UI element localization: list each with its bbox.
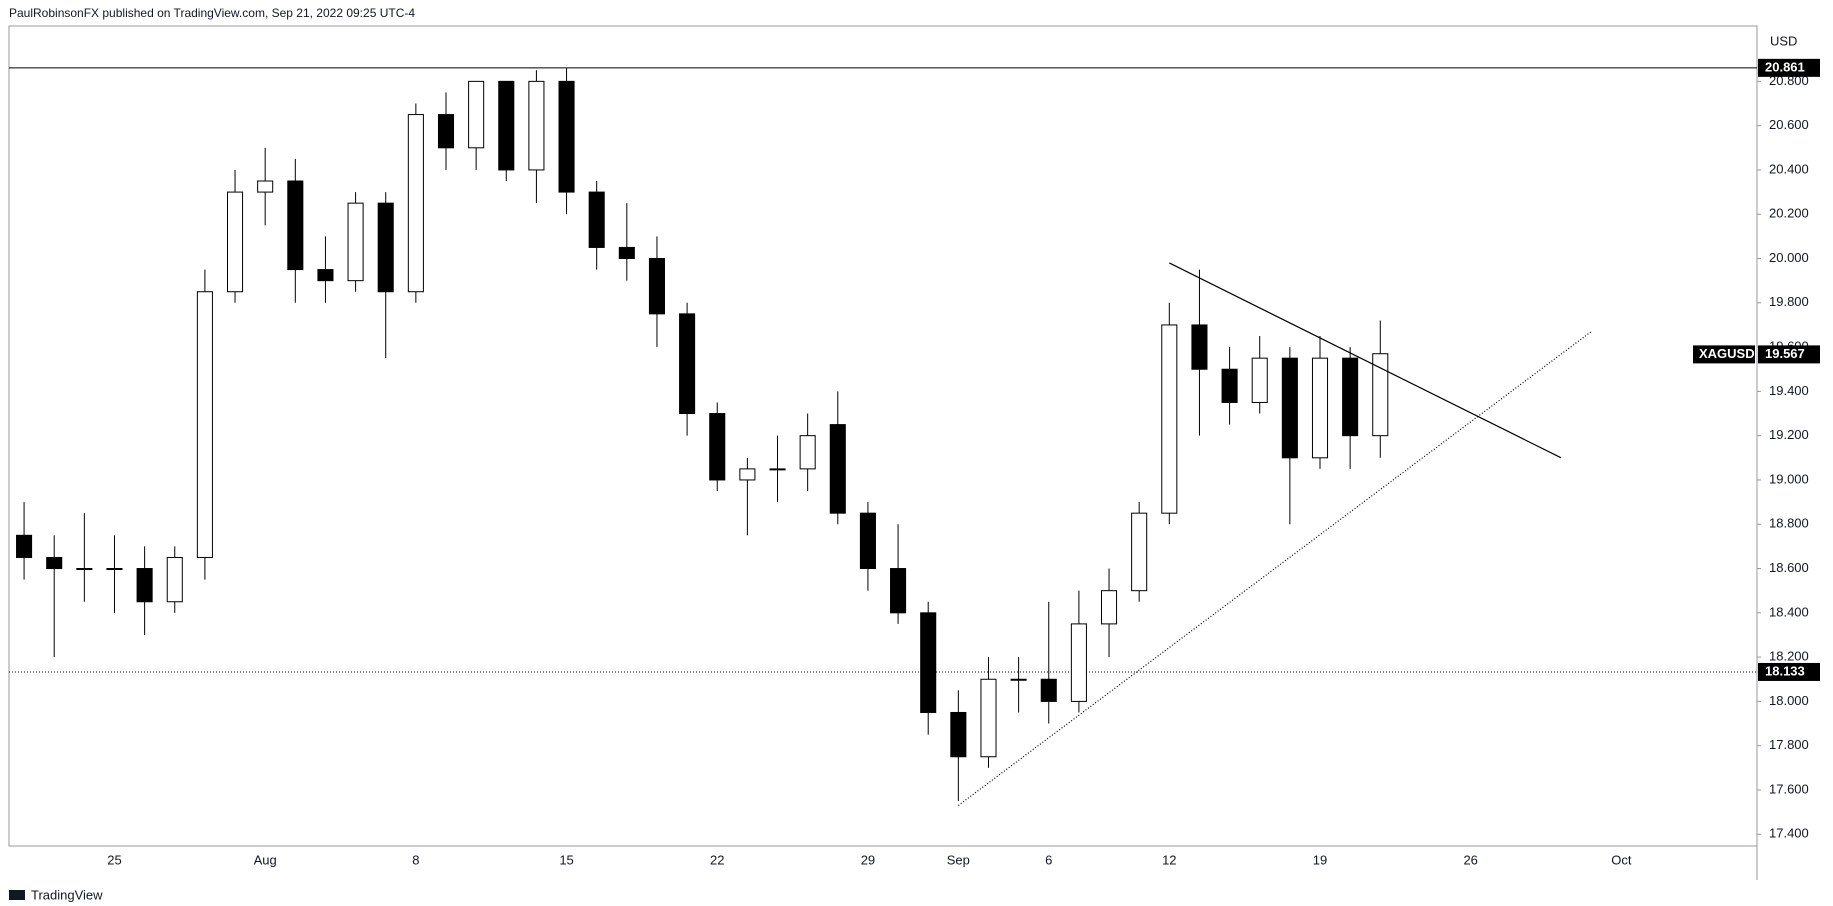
candle-body bbox=[407, 114, 424, 293]
candle-body bbox=[1251, 357, 1268, 403]
candle-body bbox=[317, 269, 334, 282]
candle-body bbox=[1191, 324, 1208, 370]
y-tick-label: 18.400 bbox=[1769, 604, 1809, 619]
trendline bbox=[1169, 262, 1562, 459]
footer-brand: TradingView bbox=[31, 887, 103, 902]
candle-body bbox=[196, 291, 213, 558]
candle-body bbox=[1221, 368, 1238, 403]
y-tick-label: 19.800 bbox=[1769, 294, 1809, 309]
candle-body bbox=[558, 80, 575, 193]
y-tick-label: 19.200 bbox=[1769, 427, 1809, 442]
candle-body bbox=[920, 612, 937, 713]
candle-body bbox=[859, 512, 876, 570]
x-tick-label: Sep bbox=[947, 852, 970, 867]
y-tick-label: 19.400 bbox=[1769, 383, 1809, 398]
x-tick-label: 15 bbox=[559, 852, 573, 867]
x-tick-label: 8 bbox=[412, 852, 419, 867]
level-price-label: 18.133 bbox=[1765, 663, 1805, 678]
y-tick-label: 19.000 bbox=[1769, 471, 1809, 486]
x-tick-label: 25 bbox=[107, 852, 121, 867]
candle-body bbox=[468, 80, 485, 149]
candle-body bbox=[769, 468, 786, 471]
candle-body bbox=[1131, 512, 1148, 592]
y-tick-label: 18.200 bbox=[1769, 649, 1809, 664]
candle-body bbox=[257, 180, 274, 193]
plot-frame bbox=[8, 25, 1758, 847]
level-price-box bbox=[1758, 58, 1820, 77]
candle-body bbox=[1161, 324, 1178, 514]
y-tick-label: 18.000 bbox=[1769, 693, 1809, 708]
trendline bbox=[957, 331, 1592, 806]
x-tick-label: 19 bbox=[1313, 852, 1327, 867]
candle-body bbox=[1101, 590, 1118, 625]
y-tick-label: 17.600 bbox=[1769, 781, 1809, 796]
candle-body bbox=[709, 413, 726, 481]
y-tick-label: 17.800 bbox=[1769, 737, 1809, 752]
candle-body bbox=[106, 568, 123, 571]
candle-body bbox=[437, 114, 455, 149]
y-tick-label: 18.600 bbox=[1769, 560, 1809, 575]
candle-body bbox=[287, 180, 304, 271]
symbol-label: XAGUSD bbox=[1699, 346, 1755, 361]
x-tick-label: Oct bbox=[1611, 852, 1632, 867]
candle-body bbox=[588, 191, 605, 248]
y-tick-label: 20.600 bbox=[1769, 117, 1809, 132]
candle-body bbox=[679, 313, 696, 415]
candle-body bbox=[1281, 357, 1298, 459]
y-tick-label: 20.400 bbox=[1769, 161, 1809, 176]
currency-label: USD bbox=[1770, 33, 1797, 48]
candle-body bbox=[980, 678, 997, 758]
x-tick-label: 22 bbox=[710, 852, 724, 867]
candle-body bbox=[890, 568, 907, 614]
candle-body bbox=[347, 202, 364, 282]
symbol-box bbox=[1693, 345, 1755, 364]
level-price-box bbox=[1758, 662, 1820, 681]
publish-info: PaulRobinsonFX published on TradingView.… bbox=[9, 6, 415, 20]
x-tick-label: 29 bbox=[861, 852, 875, 867]
candle-body bbox=[1372, 353, 1389, 437]
candle-body bbox=[46, 556, 63, 570]
level-price-label: 20.861 bbox=[1765, 59, 1805, 74]
x-tick-label: Aug bbox=[254, 852, 277, 867]
candle-body bbox=[76, 568, 93, 571]
candle-body bbox=[829, 424, 846, 514]
candle-body bbox=[1010, 678, 1027, 681]
candle-body bbox=[739, 468, 756, 481]
x-tick-label: 6 bbox=[1045, 852, 1052, 867]
candle-body bbox=[799, 435, 816, 470]
x-tick-label: 12 bbox=[1162, 852, 1176, 867]
candle-body bbox=[1040, 678, 1057, 702]
candle-body bbox=[1311, 357, 1329, 459]
candle-body bbox=[227, 191, 244, 293]
last-price-label: 19.567 bbox=[1765, 346, 1805, 361]
candle-body bbox=[166, 556, 183, 603]
candle-body bbox=[377, 202, 394, 293]
candle-body bbox=[136, 568, 153, 603]
last-price-box bbox=[1758, 345, 1820, 364]
tradingview-logo: TradingView bbox=[9, 887, 103, 902]
candle-body bbox=[498, 80, 515, 171]
y-tick-label: 17.400 bbox=[1769, 826, 1809, 841]
y-tick-label: 20.200 bbox=[1769, 206, 1809, 221]
candle-body bbox=[1342, 357, 1359, 437]
candle-body bbox=[16, 534, 33, 558]
x-tick-label: 26 bbox=[1463, 852, 1477, 867]
candle-body bbox=[528, 80, 545, 171]
candle-body bbox=[618, 246, 635, 260]
candle-body bbox=[1070, 623, 1087, 702]
y-tick-label: 18.800 bbox=[1769, 516, 1809, 531]
y-tick-label: 20.000 bbox=[1769, 250, 1809, 265]
candle-body bbox=[648, 258, 665, 315]
candle-body bbox=[950, 711, 967, 758]
